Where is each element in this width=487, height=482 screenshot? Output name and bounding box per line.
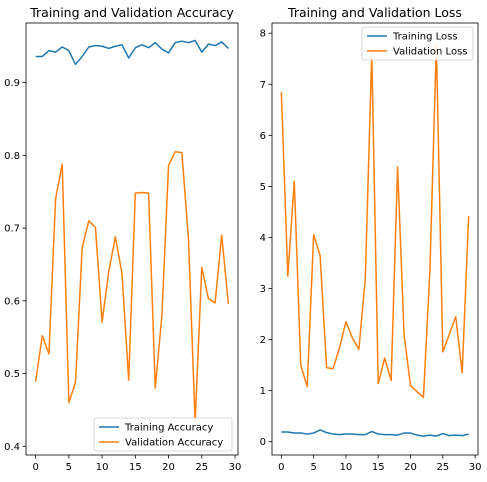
loss-ytick-label: 1 [260,386,266,397]
loss-xtick-label: 15 [372,462,385,473]
loss-chart: Training and Validation Loss 0 5 10 15 20 25 3… [260,5,482,473]
loss-ytick-label: 6 [260,131,266,142]
loss-xtick-label: 30 [469,462,482,473]
loss-ytick-label: 8 [260,29,266,40]
loss-chart-title: Training and Validation Loss [287,5,462,20]
accuracy-legend-label-0: Training Accuracy [124,423,213,434]
loss-xtick-label: 5 [310,462,316,473]
loss-ytick-label: 2 [260,335,266,346]
accuracy-chart: Training and Validation Accuracy 0 5 10 15 2… [4,5,241,473]
accuracy-chart-title: Training and Validation Accuracy [29,5,234,20]
loss-ticks: 0 5 10 15 20 25 30 0 1 2 3 4 5 6 7 8 [260,29,482,473]
accuracy-xtick-label: 10 [96,462,109,473]
loss-ytick-label: 3 [260,284,266,295]
accuracy-ytick-label: 0.5 [4,369,20,380]
accuracy-xtick-label: 30 [229,462,242,473]
accuracy-legend-box [93,417,233,452]
loss-ytick-label: 7 [260,80,266,91]
loss-xtick-label: 25 [436,462,449,473]
loss-series-line-0 [281,429,469,437]
accuracy-plot-area [25,22,239,456]
accuracy-ytick-label: 0.8 [4,151,20,162]
loss-legend-box [361,26,474,61]
loss-legend-label-1: Validation Loss [393,47,468,58]
accuracy-series-line-0 [35,39,229,66]
loss-xtick-label: 0 [278,462,284,473]
accuracy-ticks: 0 5 10 15 20 25 30 0.4 0.5 0.6 0.7 0.8 0.9 [4,78,241,473]
accuracy-xtick-label: 15 [129,462,142,473]
accuracy-ytick-label: 0.7 [4,224,20,235]
accuracy-series [34,39,230,424]
loss-ytick-label: 4 [260,233,266,244]
loss-legend-label-0: Training Loss [392,32,458,43]
loss-ytick-label: 0 [260,437,266,448]
accuracy-ytick-label: 0.9 [4,78,20,89]
accuracy-series-line-1 [34,150,230,424]
accuracy-xtick-label: 5 [66,462,72,473]
loss-plot-area [271,22,479,456]
loss-legend: Training Loss Validation Loss [361,26,474,61]
accuracy-xtick-label: 25 [195,462,208,473]
accuracy-legend: Training Accuracy Validation Accuracy [93,417,233,452]
loss-xtick-label: 10 [340,462,353,473]
loss-xtick-label: 20 [404,462,417,473]
loss-ytick-label: 5 [260,182,266,193]
loss-series [280,43,470,437]
loss-series-line-1 [280,43,470,399]
accuracy-ytick-label: 0.6 [4,296,20,307]
accuracy-xtick-label: 0 [32,462,38,473]
accuracy-xtick-label: 20 [162,462,175,473]
accuracy-legend-label-1: Validation Accuracy [125,438,223,449]
accuracy-ytick-label: 0.4 [4,442,20,453]
